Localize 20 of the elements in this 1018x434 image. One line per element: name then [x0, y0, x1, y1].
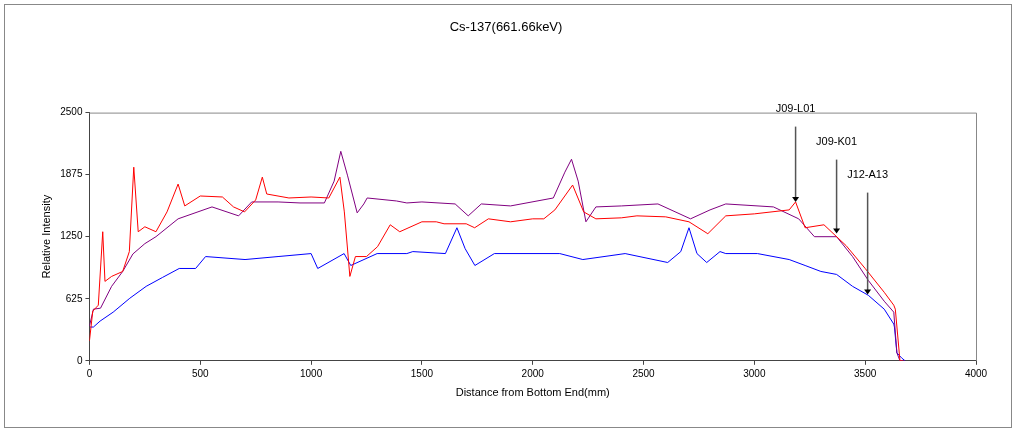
- x-tick-label: 4000: [964, 367, 988, 379]
- x-tick-label: 2000: [521, 367, 545, 379]
- x-tick-label: 0: [86, 367, 93, 379]
- y-tick-label: 2500: [60, 106, 83, 118]
- y-axis-title: Relative Intensity: [39, 194, 52, 279]
- x-tick-label: 500: [191, 367, 210, 379]
- x-tick-label: 1500: [410, 367, 434, 379]
- y-tick-label: 1250: [60, 230, 83, 242]
- x-axis-title: Distance from Bottom End(mm): [455, 386, 610, 399]
- chart-title: Cs-137(661.66keV): [449, 19, 563, 35]
- y-tick-label: 625: [65, 292, 83, 304]
- annotation: J09-K01: [816, 135, 858, 148]
- annotation: J12-A13: [847, 168, 889, 181]
- y-tick-label: 0: [76, 354, 83, 366]
- x-tick-label: 2500: [632, 367, 656, 379]
- x-tick-label: 3000: [743, 367, 766, 379]
- x-tick-label: 1000: [299, 367, 323, 379]
- y-tick-label: 1875: [60, 168, 83, 180]
- annotation: J09-L01: [775, 102, 816, 115]
- x-tick-label: 3500: [854, 367, 877, 379]
